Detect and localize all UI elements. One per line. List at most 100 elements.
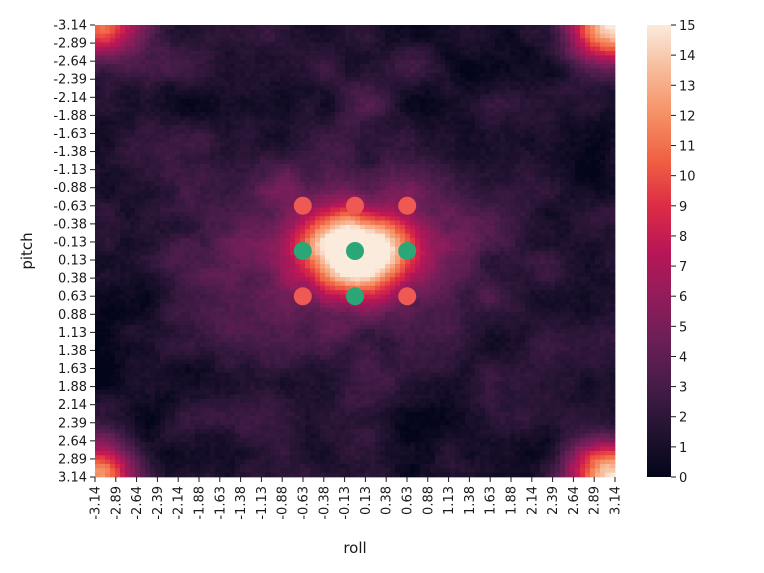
heatmap-cell <box>95 98 101 104</box>
heatmap-cell <box>300 68 306 74</box>
heatmap-cell <box>575 207 581 213</box>
heatmap-cell <box>205 198 211 204</box>
heatmap-cell <box>195 111 201 117</box>
heatmap-cell <box>350 68 356 74</box>
heatmap-cell <box>220 64 226 69</box>
heatmap-cell <box>370 94 376 100</box>
heatmap-cell <box>410 194 416 200</box>
heatmap-cell <box>135 216 141 221</box>
heatmap-cell <box>495 103 501 108</box>
heatmap-cell <box>250 55 256 61</box>
heatmap-cell <box>125 146 131 152</box>
heatmap-cell <box>465 94 471 100</box>
heatmap-cell <box>510 146 516 152</box>
heatmap-cell <box>385 81 391 87</box>
heatmap-cell <box>115 55 121 61</box>
heatmap-cell <box>455 120 461 126</box>
heatmap-cell <box>570 42 576 48</box>
heatmap-cell <box>185 85 191 91</box>
heatmap-cell <box>580 77 586 82</box>
heatmap-cell <box>175 46 181 52</box>
heatmap-cell <box>270 38 276 43</box>
heatmap-cell <box>105 68 111 74</box>
heatmap-cell <box>290 55 296 61</box>
heatmap-cell <box>365 146 371 152</box>
heatmap-cell <box>550 138 556 143</box>
heatmap-cell <box>285 229 291 234</box>
heatmap-cell <box>360 155 366 161</box>
heatmap-cell <box>550 181 556 187</box>
heatmap-cell <box>470 194 476 200</box>
heatmap-cell <box>255 55 261 61</box>
heatmap-cell <box>190 124 196 130</box>
heatmap-cell <box>380 120 386 126</box>
heatmap-cell <box>325 172 331 178</box>
heatmap-cell <box>555 185 561 191</box>
heatmap-cell <box>235 107 241 113</box>
heatmap-cell <box>585 151 591 156</box>
heatmap-cell <box>390 220 396 226</box>
heatmap-cell <box>525 77 531 82</box>
heatmap-cell <box>255 42 261 48</box>
heatmap-cell <box>450 142 456 148</box>
heatmap-cell <box>405 172 411 178</box>
heatmap-cell <box>365 164 371 169</box>
heatmap-cell <box>370 129 376 135</box>
heatmap-cell <box>485 103 491 108</box>
heatmap-cell <box>450 120 456 126</box>
heatmap-cell <box>375 55 381 61</box>
heatmap-cell <box>275 164 281 169</box>
heatmap-cell <box>175 172 181 178</box>
heatmap-cell <box>270 120 276 126</box>
heatmap-cell <box>160 59 166 65</box>
heatmap-cell <box>560 116 566 121</box>
heatmap-cell <box>140 103 146 108</box>
heatmap-cell <box>125 168 131 174</box>
heatmap-cell <box>205 42 211 48</box>
heatmap-cell <box>100 194 106 200</box>
heatmap-cell <box>530 138 536 143</box>
heatmap-cell <box>200 172 206 178</box>
heatmap-cell <box>500 155 506 161</box>
heatmap-cell <box>535 168 541 174</box>
heatmap-cell <box>590 194 596 200</box>
heatmap-cell <box>205 29 211 35</box>
heatmap-cell <box>440 142 446 148</box>
heatmap-cell <box>465 107 471 113</box>
heatmap-cell <box>245 159 251 165</box>
heatmap-cell <box>385 98 391 104</box>
heatmap-cell <box>310 64 316 69</box>
heatmap-cell <box>270 168 276 174</box>
heatmap-cell <box>505 146 511 152</box>
heatmap-cell <box>320 207 326 213</box>
heatmap-cell <box>415 72 421 78</box>
heatmap-cell <box>135 203 141 208</box>
heatmap-cell <box>375 198 381 204</box>
heatmap-cell <box>355 159 361 165</box>
heatmap-cell <box>395 42 401 48</box>
heatmap-cell <box>250 72 256 78</box>
heatmap-cell <box>365 159 371 165</box>
heatmap-cell <box>130 46 136 52</box>
heatmap-cell <box>380 81 386 87</box>
heatmap-cell <box>265 190 271 195</box>
heatmap-cell <box>120 77 126 82</box>
heatmap-cell <box>170 98 176 104</box>
heatmap-cell <box>95 111 101 117</box>
heatmap-cell <box>185 133 191 139</box>
heatmap-cell <box>240 124 246 130</box>
heatmap-cell <box>575 68 581 74</box>
heatmap-cell <box>435 72 441 78</box>
heatmap-cell <box>240 55 246 61</box>
heatmap-cell <box>400 29 406 35</box>
heatmap-cell <box>425 33 431 39</box>
heatmap-cell <box>105 107 111 113</box>
heatmap-cell <box>100 94 106 100</box>
heatmap-cell <box>465 190 471 195</box>
heatmap-cell <box>390 172 396 178</box>
heatmap-cell <box>120 198 126 204</box>
heatmap-cell <box>460 155 466 161</box>
heatmap-cell <box>270 164 276 169</box>
heatmap-cell <box>555 138 561 143</box>
heatmap-cell <box>200 111 206 117</box>
